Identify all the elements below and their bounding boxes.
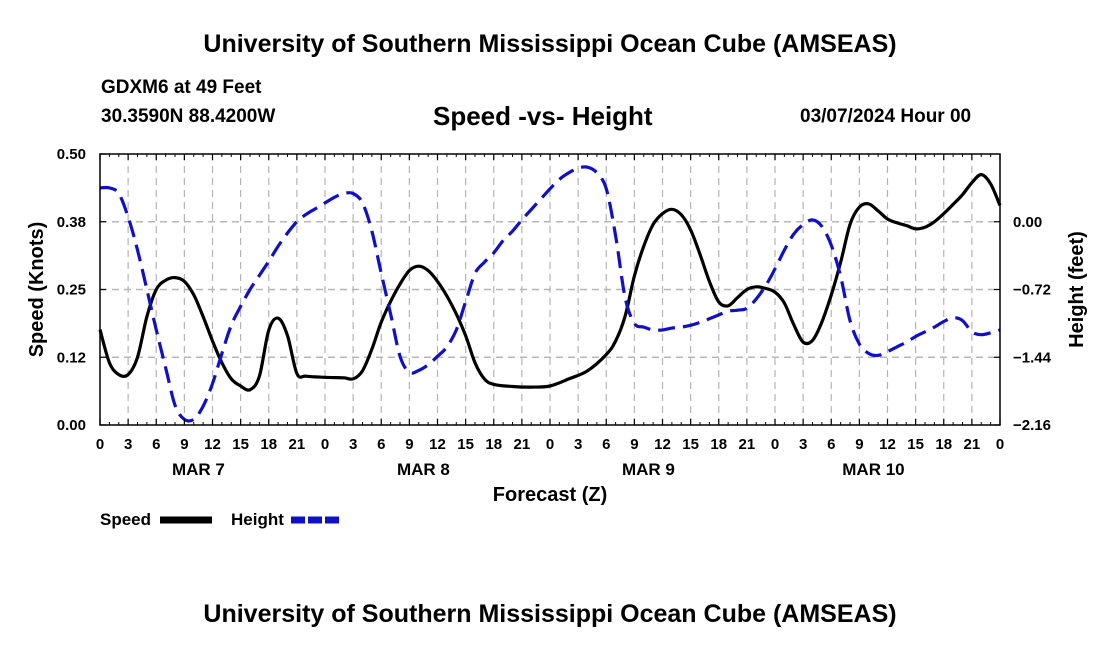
x-tick-label: 21 xyxy=(964,436,981,453)
day-label: MAR 8 xyxy=(397,460,450,479)
x-tick-label: 21 xyxy=(514,436,531,453)
x-tick-label: 9 xyxy=(630,436,638,453)
x-tick-label: 9 xyxy=(180,436,188,453)
x-tick-label: 15 xyxy=(682,436,699,453)
y-tick-label: 0.25 xyxy=(57,282,86,299)
x-tick-label: 9 xyxy=(855,436,863,453)
footer-title: University of Southern Mississippi Ocean… xyxy=(203,600,897,628)
y-tick-label: 0.00 xyxy=(57,417,86,434)
x-tick-label: 6 xyxy=(377,436,385,453)
legend-height-label: Height xyxy=(231,510,284,529)
legend: Speed Height xyxy=(100,510,342,529)
x-tick-label: 9 xyxy=(405,436,413,453)
series-line-height xyxy=(99,165,1001,423)
x-tick-label: 18 xyxy=(935,436,952,453)
y-tick-label: 0.50 xyxy=(57,146,86,163)
day-label: MAR 10 xyxy=(842,460,904,479)
day-label: MAR 9 xyxy=(622,460,675,479)
x-tick-label: 3 xyxy=(799,436,807,453)
x-tick-label: 15 xyxy=(232,436,249,453)
grid xyxy=(100,154,1000,425)
y2-tick-label: −0.72 xyxy=(1013,282,1051,299)
forecast-datetime: 03/07/2024 Hour 00 xyxy=(800,106,972,127)
y-tick-label: 0.38 xyxy=(57,214,86,231)
x-tick-label: 0 xyxy=(771,436,779,453)
x-tick-label: 6 xyxy=(602,436,610,453)
series-lines xyxy=(98,165,1002,423)
speed-height-chart: 0 3 6 9 12 15 18 21 0 3 6 9 12 15 18 21 0 3 6 9 12 15 18 21 0 3 6 9… xyxy=(26,146,1088,529)
x-tick-label: 21 xyxy=(289,436,306,453)
x-tick-label: 0 xyxy=(996,436,1004,453)
x-tick-label: 6 xyxy=(827,436,835,453)
y2-tick-label: −2.16 xyxy=(1013,417,1051,434)
series-line-speed xyxy=(98,173,1002,392)
x-tick-label: 12 xyxy=(429,436,446,453)
x-tick-label: 18 xyxy=(485,436,502,453)
x-tick-label: 12 xyxy=(654,436,671,453)
y-axis-label: Speed (Knots) xyxy=(26,222,48,358)
y-tick-label: 0.12 xyxy=(57,349,86,366)
x-tick-label: 3 xyxy=(349,436,357,453)
axes: 0 3 6 9 12 15 18 21 0 3 6 9 12 15 18 21 0 3 6 9 12 15 18 21 0 3 6 9… xyxy=(57,146,1052,479)
x-tick-label: 0 xyxy=(546,436,554,453)
chart-title: Speed -vs- Height xyxy=(433,101,653,131)
x-tick-label: 12 xyxy=(204,436,221,453)
coordinates-label: 30.3590N 88.4200W xyxy=(101,106,276,127)
x-tick-label: 0 xyxy=(321,436,329,453)
x-tick-label: 0 xyxy=(96,436,104,453)
x-tick-label: 15 xyxy=(907,436,924,453)
x-tick-label: 18 xyxy=(710,436,727,453)
x-tick-label: 12 xyxy=(879,436,896,453)
station-label: GDXM6 at 49 Feet xyxy=(101,77,262,98)
x-axis-label: Forecast (Z) xyxy=(493,484,607,506)
x-tick-label: 15 xyxy=(457,436,474,453)
legend-speed-label: Speed xyxy=(100,510,151,529)
x-tick-label: 21 xyxy=(739,436,756,453)
y2-tick-label: −1.44 xyxy=(1013,349,1052,366)
y2-axis-label: Height (feet) xyxy=(1066,231,1088,348)
x-tick-label: 18 xyxy=(260,436,277,453)
main-title: University of Southern Mississippi Ocean… xyxy=(203,30,897,58)
x-tick-label: 6 xyxy=(152,436,160,453)
day-label: MAR 7 xyxy=(172,460,225,479)
x-tick-label: 3 xyxy=(124,436,132,453)
y2-tick-label: 0.00 xyxy=(1013,214,1042,231)
x-tick-label: 3 xyxy=(574,436,582,453)
